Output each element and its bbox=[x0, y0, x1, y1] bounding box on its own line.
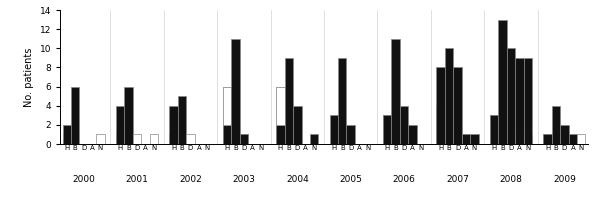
Bar bbox=[310, 134, 319, 144]
Bar bbox=[383, 115, 391, 144]
Text: 2007: 2007 bbox=[446, 175, 469, 184]
Bar bbox=[293, 106, 302, 144]
Bar bbox=[178, 96, 186, 144]
Text: 2004: 2004 bbox=[286, 175, 308, 184]
Text: 2006: 2006 bbox=[392, 175, 416, 184]
Bar bbox=[515, 58, 524, 144]
Bar bbox=[223, 125, 231, 144]
Bar bbox=[124, 87, 133, 144]
Bar bbox=[346, 125, 355, 144]
Bar bbox=[231, 39, 239, 144]
Bar bbox=[490, 115, 499, 144]
Bar bbox=[577, 134, 586, 144]
Bar bbox=[524, 58, 532, 144]
Text: 2003: 2003 bbox=[232, 175, 256, 184]
Bar bbox=[169, 134, 178, 144]
Bar bbox=[400, 106, 409, 144]
Bar bbox=[186, 134, 194, 144]
Bar bbox=[391, 39, 400, 144]
Bar bbox=[329, 115, 338, 144]
Bar bbox=[543, 134, 552, 144]
Bar bbox=[383, 115, 391, 144]
Bar bbox=[133, 134, 141, 144]
Bar bbox=[239, 134, 248, 144]
Bar bbox=[116, 106, 124, 144]
Bar bbox=[445, 48, 454, 144]
Bar bbox=[560, 125, 569, 144]
Bar bbox=[560, 134, 569, 144]
Bar bbox=[276, 87, 284, 144]
Bar bbox=[569, 134, 577, 144]
Bar bbox=[96, 134, 105, 144]
Text: 2001: 2001 bbox=[125, 175, 148, 184]
Bar bbox=[543, 134, 552, 144]
Bar bbox=[276, 125, 284, 144]
Bar bbox=[239, 134, 248, 144]
Bar bbox=[223, 87, 231, 125]
Bar bbox=[462, 134, 470, 144]
Bar bbox=[490, 115, 499, 144]
Bar bbox=[338, 58, 346, 144]
Bar bbox=[62, 125, 71, 144]
Bar bbox=[515, 134, 524, 144]
Bar bbox=[499, 20, 507, 144]
Bar bbox=[470, 134, 479, 144]
Bar bbox=[507, 48, 515, 144]
Y-axis label: No. patients: No. patients bbox=[24, 47, 34, 107]
Bar bbox=[276, 87, 284, 125]
Bar bbox=[169, 106, 178, 144]
Bar bbox=[71, 87, 79, 144]
Bar bbox=[462, 134, 470, 144]
Text: 2000: 2000 bbox=[72, 175, 95, 184]
Bar bbox=[116, 134, 124, 144]
Bar bbox=[524, 134, 532, 144]
Text: 2009: 2009 bbox=[553, 175, 576, 184]
Bar bbox=[223, 87, 231, 144]
Bar bbox=[409, 125, 417, 144]
Text: 2005: 2005 bbox=[339, 175, 362, 184]
Bar bbox=[436, 106, 445, 144]
Text: 2002: 2002 bbox=[179, 175, 202, 184]
Bar bbox=[284, 58, 293, 144]
Text: 2008: 2008 bbox=[500, 175, 523, 184]
Bar bbox=[436, 67, 445, 144]
Bar bbox=[149, 134, 158, 144]
Bar bbox=[552, 106, 560, 144]
Bar bbox=[454, 67, 462, 144]
Bar bbox=[62, 134, 71, 144]
